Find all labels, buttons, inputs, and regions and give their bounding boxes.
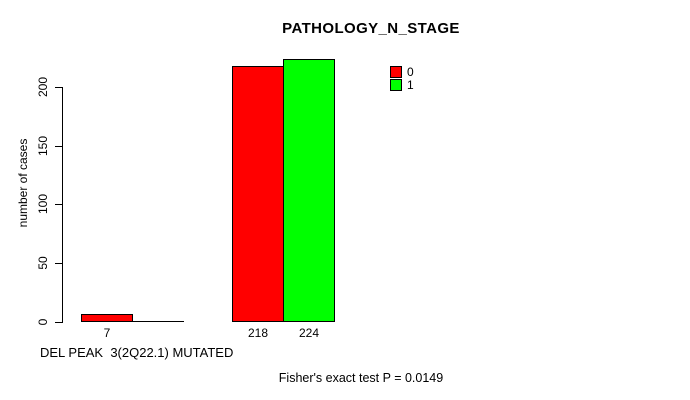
legend-swatch-1 bbox=[390, 79, 402, 91]
legend-label: 0 bbox=[407, 65, 414, 79]
annotation-fisher-test: Fisher's exact test P = 0.0149 bbox=[278, 371, 444, 385]
bar-series-1 bbox=[132, 321, 184, 322]
bar-value-label: 7 bbox=[103, 326, 111, 340]
y-axis-tick bbox=[55, 263, 62, 264]
legend-item: 1 bbox=[390, 79, 414, 91]
y-axis-tick bbox=[55, 322, 62, 323]
legend-label: 1 bbox=[407, 78, 414, 92]
y-axis-tick-label: 200 bbox=[36, 76, 50, 98]
bar-series-1 bbox=[283, 59, 335, 322]
y-axis-tick bbox=[55, 87, 62, 88]
y-axis-label: number of cases bbox=[16, 138, 30, 228]
y-axis-tick-label: 50 bbox=[36, 256, 50, 270]
x-axis-label: DEL PEAK 3(2Q22.1) MUTATED bbox=[40, 345, 234, 360]
y-axis-tick bbox=[55, 204, 62, 205]
y-axis bbox=[62, 87, 63, 323]
y-axis-tick-label: 150 bbox=[36, 135, 50, 157]
chart-title: PATHOLOGY_N_STAGE bbox=[282, 20, 460, 37]
bar-value-label: 224 bbox=[298, 326, 320, 340]
bar-value-label: 218 bbox=[247, 326, 269, 340]
legend-item: 0 bbox=[390, 66, 414, 78]
y-axis-tick bbox=[55, 146, 62, 147]
legend-swatch-0 bbox=[390, 66, 402, 78]
bar-series-0 bbox=[232, 66, 284, 322]
bar-series-0 bbox=[81, 314, 133, 322]
y-axis-tick-label: 100 bbox=[36, 193, 50, 215]
y-axis-tick-label: 0 bbox=[36, 318, 50, 326]
